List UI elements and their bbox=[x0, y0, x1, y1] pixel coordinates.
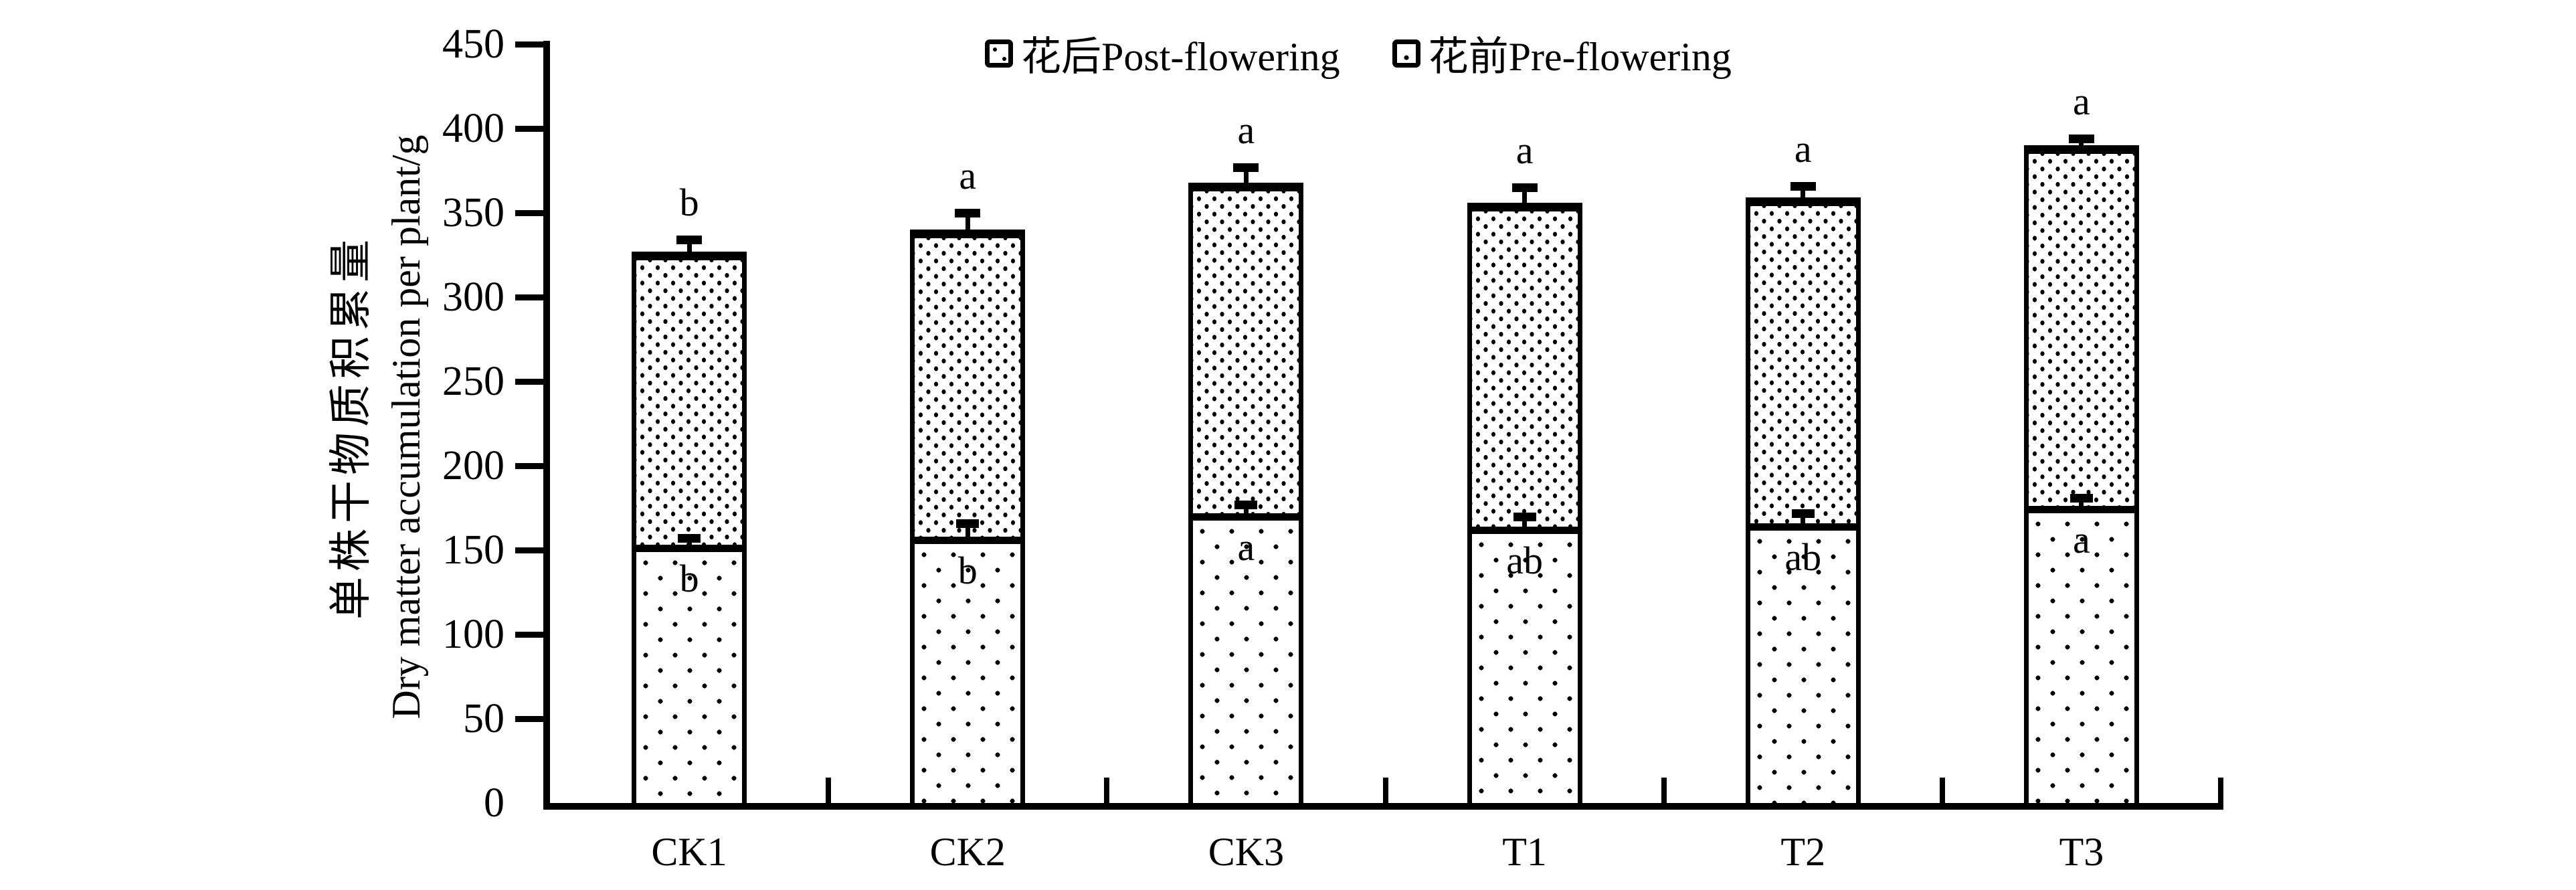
y-tick-label: 450 bbox=[442, 21, 504, 67]
sig-letter-pre: a bbox=[2073, 518, 2090, 562]
pre-error-bar-cap bbox=[956, 519, 980, 528]
total-error-bar-stem bbox=[2079, 142, 2084, 146]
total-error-bar-stem bbox=[1522, 191, 1528, 203]
bar-post-flowering-segment bbox=[1467, 202, 1582, 527]
y-tick-label: 350 bbox=[442, 190, 504, 236]
y-tick-mark bbox=[515, 125, 543, 132]
pre-error-bar-cap bbox=[1513, 512, 1536, 521]
legend: 花后Post-flowering 花前Pre-flowering bbox=[985, 24, 1732, 82]
total-error-bar-stem bbox=[1243, 171, 1249, 183]
sparse-dots-swatch-icon bbox=[1392, 39, 1420, 68]
total-error-bar-stem bbox=[965, 216, 970, 230]
sig-letter-pre: b bbox=[679, 557, 699, 601]
bar-post-flowering-segment bbox=[910, 230, 1026, 537]
sig-letter-total: a bbox=[1794, 126, 1812, 171]
bar-post-flowering-segment bbox=[2023, 145, 2139, 507]
y-tick-label: 100 bbox=[442, 612, 504, 657]
bar-pre-flowering-segment bbox=[1188, 513, 1304, 803]
y-tick-mark bbox=[515, 209, 543, 216]
x-category-label: T3 bbox=[2059, 830, 2104, 874]
total-error-bar-cap bbox=[1790, 181, 1816, 191]
pre-error-bar-stem bbox=[2079, 501, 2084, 507]
total-error-bar-cap bbox=[1511, 183, 1538, 193]
y-tick-mark bbox=[515, 41, 543, 48]
sig-letter-total: a bbox=[2073, 80, 2090, 124]
x-boundary-tick bbox=[826, 778, 832, 803]
bar-pre-flowering-segment bbox=[2023, 506, 2139, 803]
bar-pre-flowering-segment bbox=[632, 545, 747, 803]
pre-error-bar-cap bbox=[1791, 509, 1815, 518]
total-error-bar-stem bbox=[1801, 189, 1806, 198]
sig-letter-total: b bbox=[679, 181, 699, 225]
y-tick-label: 150 bbox=[442, 527, 504, 573]
y-tick-mark bbox=[515, 378, 543, 385]
legend-item-pre-flowering: 花前Pre-flowering bbox=[1392, 24, 1732, 82]
total-error-bar-cap bbox=[676, 236, 703, 245]
y-tick-label: 0 bbox=[484, 780, 504, 826]
y-tick-label: 200 bbox=[442, 443, 504, 488]
dense-dots-swatch-icon bbox=[985, 39, 1013, 68]
x-category-label: CK3 bbox=[1208, 830, 1285, 874]
x-category-label: CK2 bbox=[929, 830, 1006, 874]
y-tick-mark bbox=[515, 631, 543, 638]
sig-letter-pre: ab bbox=[1506, 538, 1543, 582]
sig-letter-pre: ab bbox=[1784, 535, 1822, 579]
y-tick-mark bbox=[515, 462, 543, 469]
y-tick-mark bbox=[515, 715, 543, 722]
legend-label-pre-flowering: 花前Pre-flowering bbox=[1428, 35, 1732, 79]
bar-post-flowering-segment bbox=[1188, 182, 1304, 513]
y-tick-label: 400 bbox=[442, 106, 504, 151]
sig-letter-total: a bbox=[959, 154, 977, 198]
sig-letter-pre: b bbox=[957, 548, 978, 592]
y-tick-label: 300 bbox=[442, 274, 504, 320]
pre-error-bar-cap bbox=[2069, 493, 2093, 503]
pre-error-bar-stem bbox=[1243, 508, 1249, 513]
bar-post-flowering-segment bbox=[632, 251, 747, 545]
total-error-bar-cap bbox=[955, 209, 981, 218]
legend-label-post-flowering: 花后Post-flowering bbox=[1021, 35, 1340, 79]
x-boundary-tick bbox=[2218, 778, 2224, 803]
y-tick-label: 250 bbox=[442, 359, 504, 404]
total-error-bar-cap bbox=[2068, 135, 2094, 144]
x-boundary-tick bbox=[1104, 778, 1110, 803]
total-error-bar-cap bbox=[1233, 163, 1259, 172]
x-category-label: CK1 bbox=[651, 830, 727, 874]
legend-item-post-flowering: 花后Post-flowering bbox=[985, 24, 1340, 82]
x-category-label: T2 bbox=[1780, 830, 1826, 874]
y-tick-mark bbox=[515, 547, 543, 553]
pre-error-bar-stem bbox=[686, 541, 692, 545]
y-axis-spine bbox=[543, 41, 550, 810]
y-tick-label: 50 bbox=[463, 696, 504, 741]
bar-pre-flowering-segment bbox=[1745, 523, 1861, 803]
x-boundary-tick bbox=[1939, 778, 1945, 803]
total-error-bar-stem bbox=[686, 243, 692, 252]
pre-error-bar-stem bbox=[1522, 519, 1528, 527]
sig-letter-total: a bbox=[1237, 108, 1255, 152]
x-axis-line bbox=[543, 803, 2223, 810]
sig-letter-pre: a bbox=[1237, 525, 1255, 569]
x-category-label: T1 bbox=[1502, 830, 1547, 874]
x-boundary-tick bbox=[1382, 778, 1388, 803]
bar-post-flowering-segment bbox=[1745, 197, 1861, 523]
sig-letter-total: a bbox=[1515, 128, 1534, 173]
pre-error-bar-cap bbox=[678, 534, 701, 543]
bar-pre-flowering-segment bbox=[910, 536, 1026, 803]
pre-error-bar-stem bbox=[965, 526, 970, 537]
y-tick-mark bbox=[515, 294, 543, 300]
pre-error-bar-stem bbox=[1801, 516, 1806, 523]
pre-error-bar-cap bbox=[1234, 501, 1258, 509]
bar-pre-flowering-segment bbox=[1467, 526, 1582, 803]
x-boundary-tick bbox=[1661, 778, 1667, 803]
